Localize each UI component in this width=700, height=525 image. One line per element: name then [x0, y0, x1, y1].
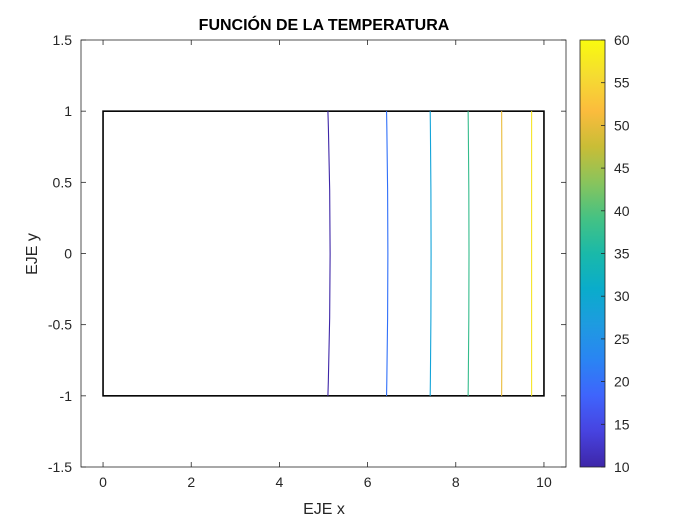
colorbar-tick-label: 30 [614, 288, 630, 304]
x-axis-label: EJE x [303, 501, 345, 518]
x-tick-label: 2 [187, 474, 195, 490]
y-tick-label: -0.5 [48, 317, 72, 333]
colorbar [579, 39, 606, 468]
x-tick-label: 8 [452, 474, 460, 490]
y-tick-label: -1.5 [48, 459, 72, 475]
contour-line-level-40 [467, 111, 470, 396]
y-tick-label: -1 [60, 388, 73, 404]
colorbar-tick-label: 40 [614, 203, 630, 219]
contour-line-level-10 [327, 111, 331, 396]
y-axis-label: EJE y [24, 233, 41, 275]
y-tick-label: 1 [64, 103, 72, 119]
colorbar-tick-label: 60 [614, 32, 630, 48]
x-tick-label: 4 [276, 474, 284, 490]
y-tick-label: 1.5 [53, 32, 73, 48]
colorbar-tick-label: 55 [614, 75, 630, 91]
x-tick-label: 6 [364, 474, 372, 490]
colorbar-tick-label: 45 [614, 160, 630, 176]
colorbar-tick-label: 35 [614, 246, 630, 262]
domain-rectangle [102, 110, 545, 397]
plot-area [80, 39, 567, 468]
y-tick-label: 0.5 [53, 174, 73, 190]
colorbar-tick-label: 20 [614, 374, 630, 390]
colorbar-tick-label: 25 [614, 331, 630, 347]
contour-line-level-20 [386, 111, 389, 396]
colorbar-tick-label: 10 [614, 459, 630, 475]
colorbar-tick-label: 50 [614, 117, 630, 133]
chart-title: FUNCIÓN DE LA TEMPERATURA [199, 15, 450, 34]
colorbar-tick-label: 15 [614, 416, 630, 432]
contour-lines [327, 111, 533, 396]
colorbar-ticks: 10 15 20 25 30 35 40 45 50 55 60 [601, 32, 630, 475]
x-tick-label: 0 [99, 474, 107, 490]
x-tick-label: 10 [536, 474, 552, 490]
contour-line-level-30 [429, 111, 432, 396]
y-tick-label: 0 [64, 246, 72, 262]
x-axis-ticks: 0 2 4 6 8 10 [99, 40, 552, 490]
y-axis-ticks: -1.5 -1 -0.5 0 0.5 1 1.5 [48, 32, 566, 475]
